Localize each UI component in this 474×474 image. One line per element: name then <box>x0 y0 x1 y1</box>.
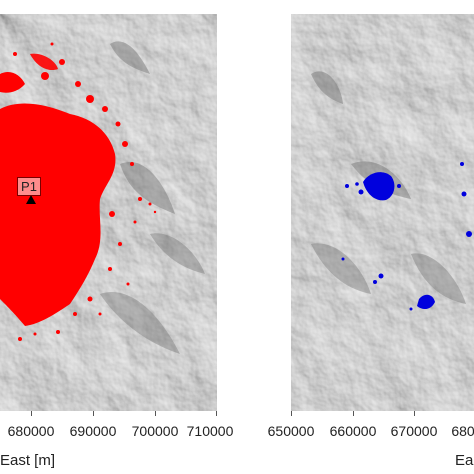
x-tick-mark <box>414 411 415 416</box>
x-tick-label: 650000 <box>267 423 315 439</box>
x-tick-mark <box>353 411 354 416</box>
x-tick-mark <box>216 411 217 416</box>
map-panel-left: P1 <box>0 14 217 411</box>
x-tick-label: 700000 <box>131 423 179 439</box>
x-tick-label: 690000 <box>69 423 117 439</box>
x-tick-mark <box>31 411 32 416</box>
x-tick-mark <box>155 411 156 416</box>
x-tick-label: 660000 <box>329 423 377 439</box>
hillshade-relief-left <box>0 14 217 411</box>
x-tick-mark <box>93 411 94 416</box>
x-tick-label: 680 <box>451 423 474 439</box>
overlay-red-region <box>0 42 157 341</box>
overlay-blue-spots <box>341 162 472 311</box>
x-tick-label: 710000 <box>186 423 234 439</box>
x-axis-title-right: Ea <box>455 452 474 469</box>
map-panel-right <box>291 14 474 411</box>
x-axis-title-left: East [m] <box>0 452 56 469</box>
hillshade-relief-right <box>291 14 474 411</box>
x-tick-label: 670000 <box>390 423 438 439</box>
x-tick-label: 680000 <box>7 423 55 439</box>
x-tick-mark <box>291 411 292 416</box>
triangle-marker-icon <box>26 195 36 204</box>
point-label: P1 <box>17 177 41 196</box>
